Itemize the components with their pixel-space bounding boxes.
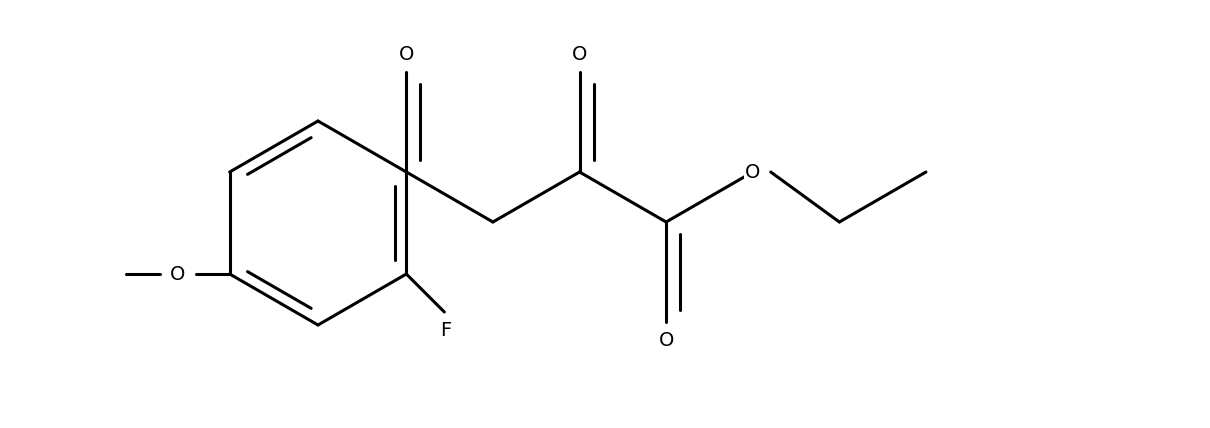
Text: O: O (398, 45, 414, 63)
Text: O: O (745, 163, 760, 181)
Text: O: O (169, 265, 185, 283)
Text: O: O (658, 330, 674, 350)
Text: F: F (439, 321, 451, 341)
Text: O: O (572, 45, 587, 63)
